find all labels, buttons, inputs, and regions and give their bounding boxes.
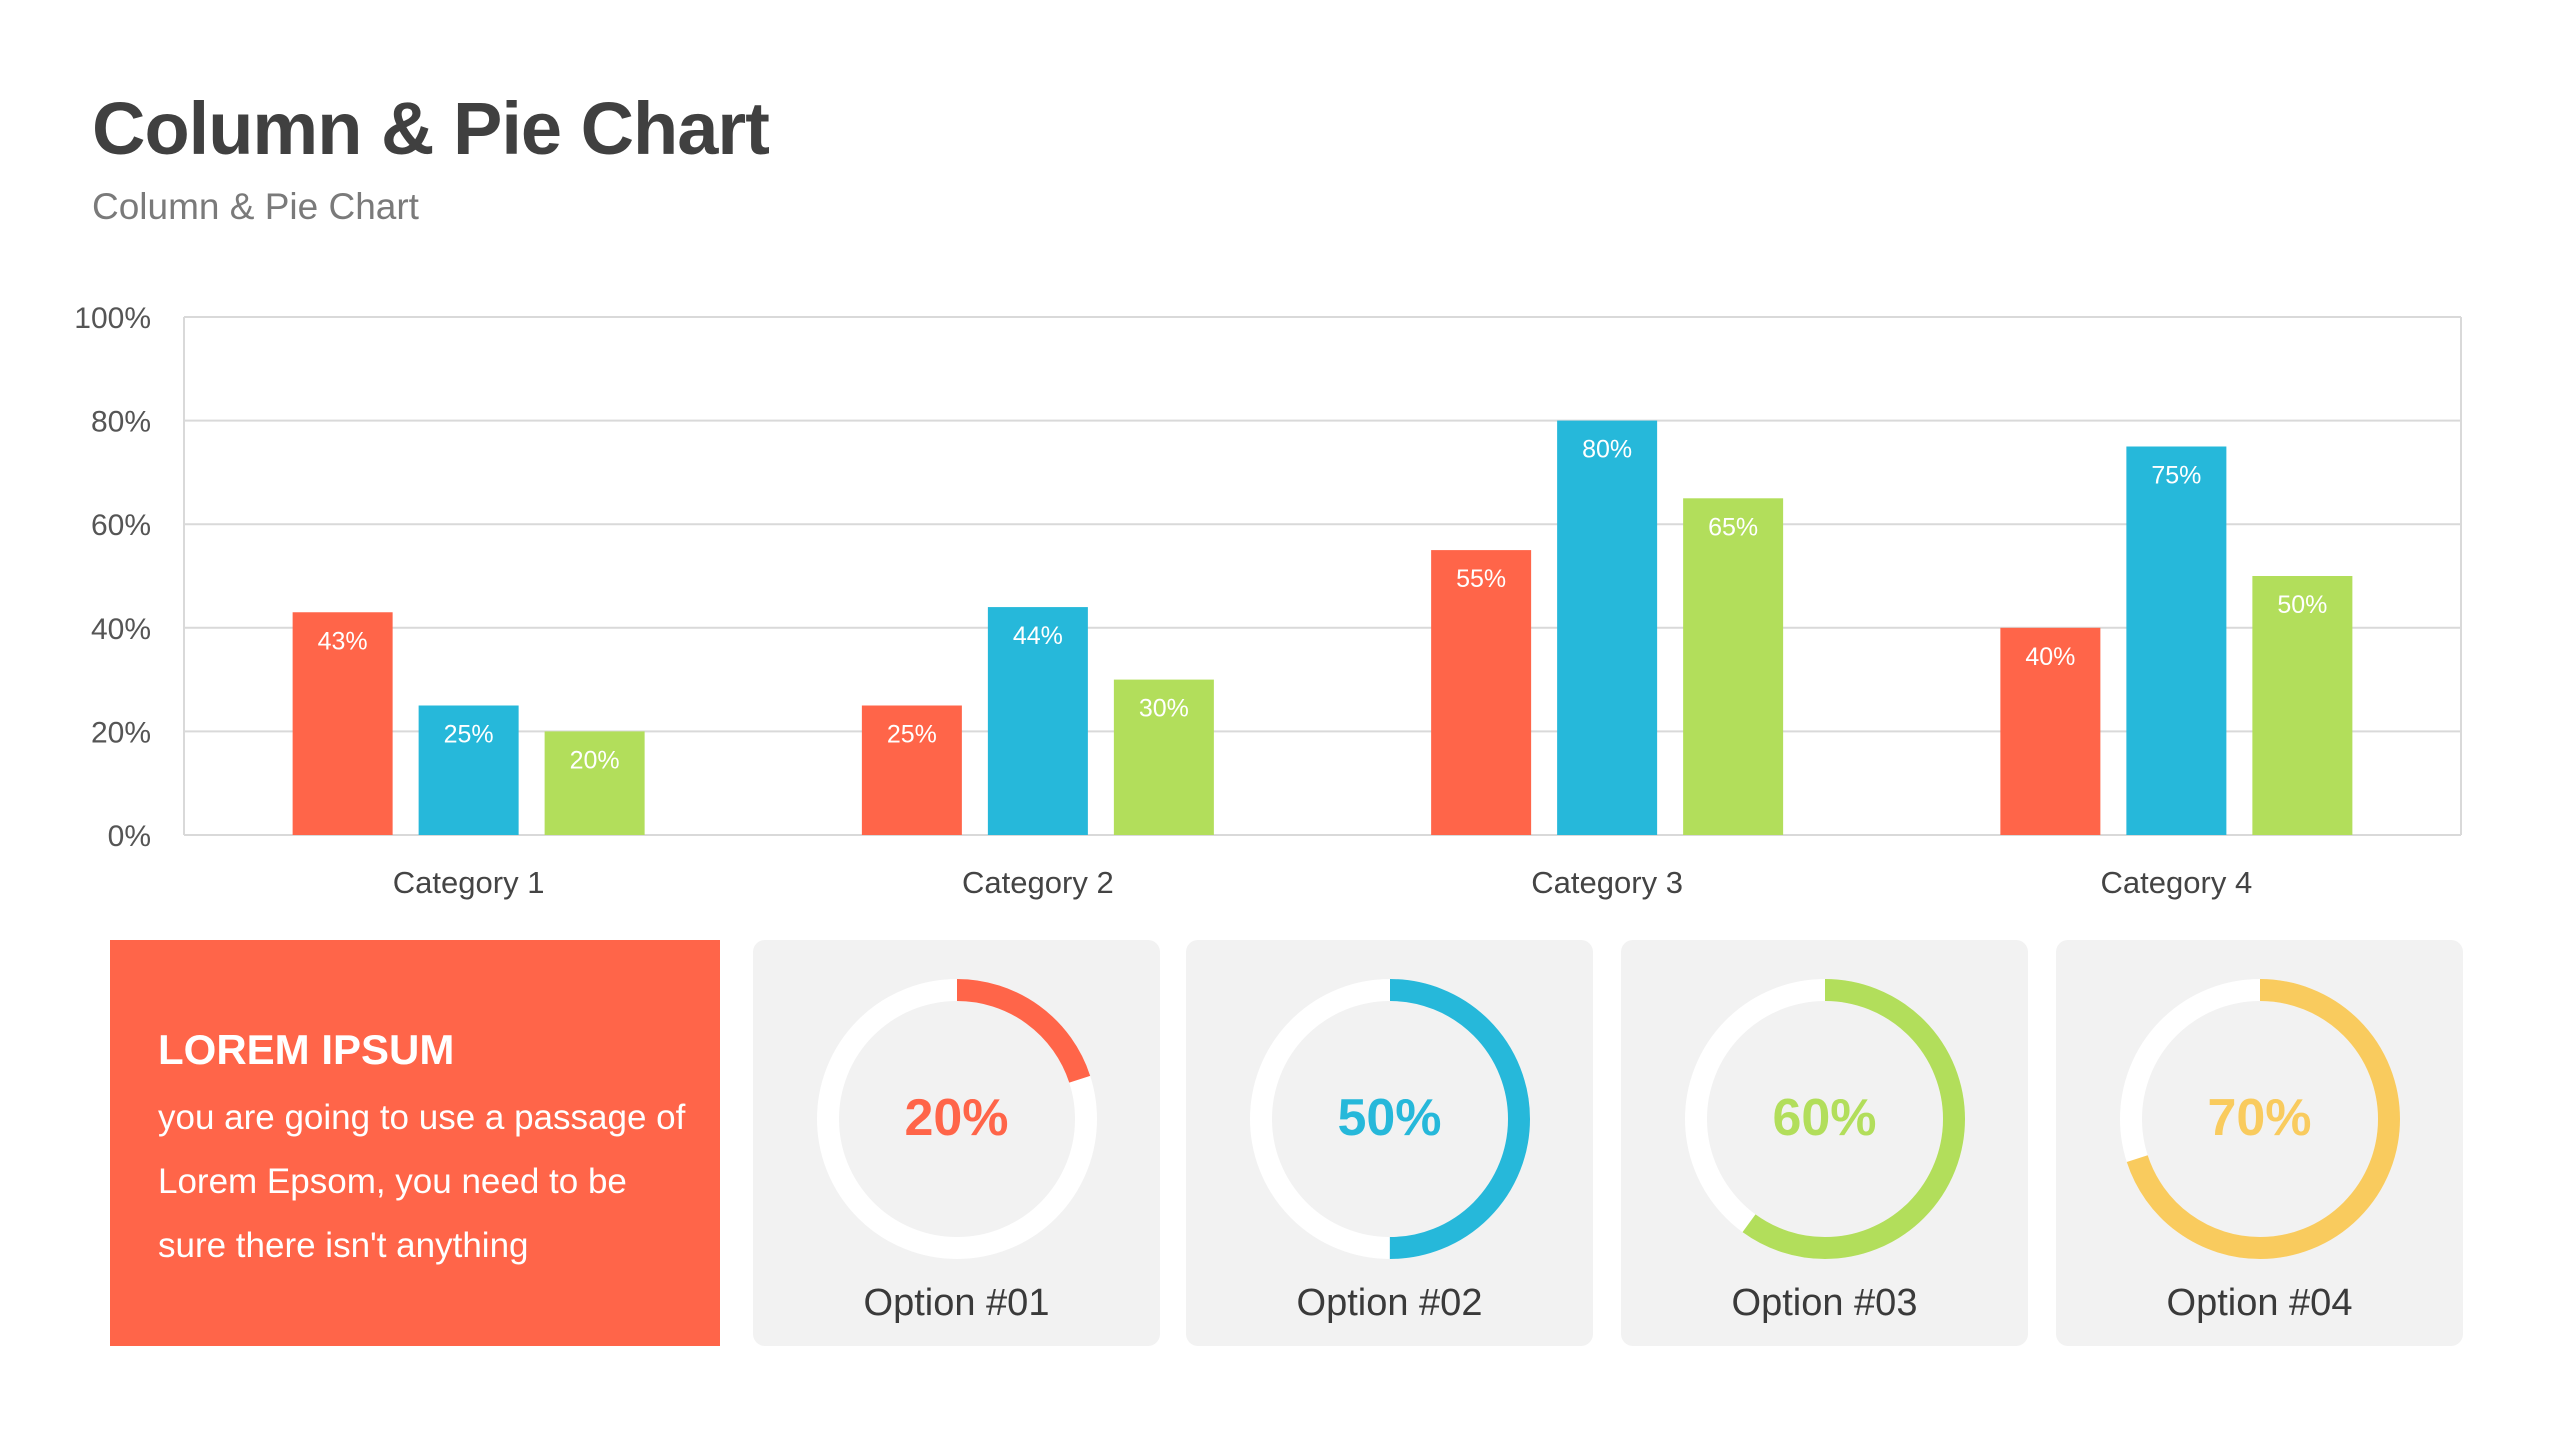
bar: [1683, 498, 1784, 835]
bar-data-label: 55%: [1456, 565, 1506, 593]
donut-chart: [817, 979, 1097, 1259]
bar-data-label: 50%: [2277, 591, 2327, 619]
bar: [987, 607, 1088, 835]
donut-arc: [1685, 979, 1965, 1259]
donut-chart: [2120, 979, 2400, 1259]
bar-data-label: 30%: [1139, 695, 1189, 723]
bar-data-label: 40%: [2025, 643, 2075, 671]
bar-data-label: 25%: [444, 721, 494, 749]
donut-percent: 50%: [1337, 1089, 1442, 1147]
donut-card: 70% Option #04: [2056, 940, 2463, 1346]
bar-data-label: 75%: [2151, 462, 2201, 490]
bar: [292, 612, 393, 835]
bar: [1113, 679, 1214, 835]
bar: [1431, 550, 1532, 835]
donut-arc: [2120, 979, 2400, 1259]
text-box: LOREM IPSUM you are going to use a passa…: [110, 940, 720, 1346]
donut-percent: 70%: [2207, 1089, 2312, 1147]
bar: [418, 705, 519, 835]
bar-data-label: 43%: [318, 627, 368, 655]
donut-percent: 60%: [1772, 1089, 1877, 1147]
y-tick-label: 0%: [108, 820, 151, 853]
donut-chart: [1250, 979, 1530, 1259]
category-label: Category 2: [962, 865, 1114, 900]
category-label: Category 3: [1531, 865, 1683, 900]
page-subtitle: Column & Pie Chart: [92, 186, 419, 227]
donut-chart: [1685, 979, 1965, 1259]
donut-card: 60% Option #03: [1621, 940, 2028, 1346]
donut-label: Option #03: [1731, 1282, 1918, 1324]
y-tick-label: 80%: [91, 406, 151, 439]
text-box-title: LOREM IPSUM: [158, 1026, 455, 1073]
bar: [861, 705, 962, 835]
bar-data-label: 80%: [1582, 436, 1632, 464]
y-tick-label: 20%: [91, 716, 151, 749]
column-chart: 0% 20% 40% 60% 80% 100% 43% 25% 20% Category 1 25%…: [74, 302, 2462, 900]
donut-label: Option #01: [863, 1282, 1050, 1324]
donut-label: Option #02: [1296, 1282, 1483, 1324]
page-title: Column & Pie Chart: [92, 87, 770, 170]
y-tick-label: 40%: [91, 613, 151, 646]
bar: [2000, 627, 2101, 835]
donut-arc: [1250, 979, 1530, 1259]
y-tick-label: 60%: [91, 509, 151, 542]
bar-data-label: 44%: [1013, 622, 1063, 650]
donut-card: 50% Option #02: [1186, 940, 1593, 1346]
bar: [1557, 420, 1658, 835]
bar: [2126, 446, 2227, 835]
donut-percent: 20%: [904, 1089, 1009, 1147]
bar-data-label: 25%: [887, 721, 937, 749]
bar: [544, 731, 645, 835]
text-box-body: you are going to use a passage of Lorem …: [158, 1098, 686, 1265]
bar-data-label: 20%: [570, 746, 620, 774]
donut-card: 20% Option #01: [753, 940, 1160, 1346]
donut-arc: [817, 979, 1097, 1259]
donut-label: Option #04: [2166, 1282, 2353, 1324]
bar: [2252, 576, 2353, 835]
category-label: Category 1: [393, 865, 545, 900]
bar-data-label: 65%: [1708, 513, 1758, 541]
y-tick-label: 100%: [74, 302, 151, 335]
category-label: Category 4: [2101, 865, 2253, 900]
